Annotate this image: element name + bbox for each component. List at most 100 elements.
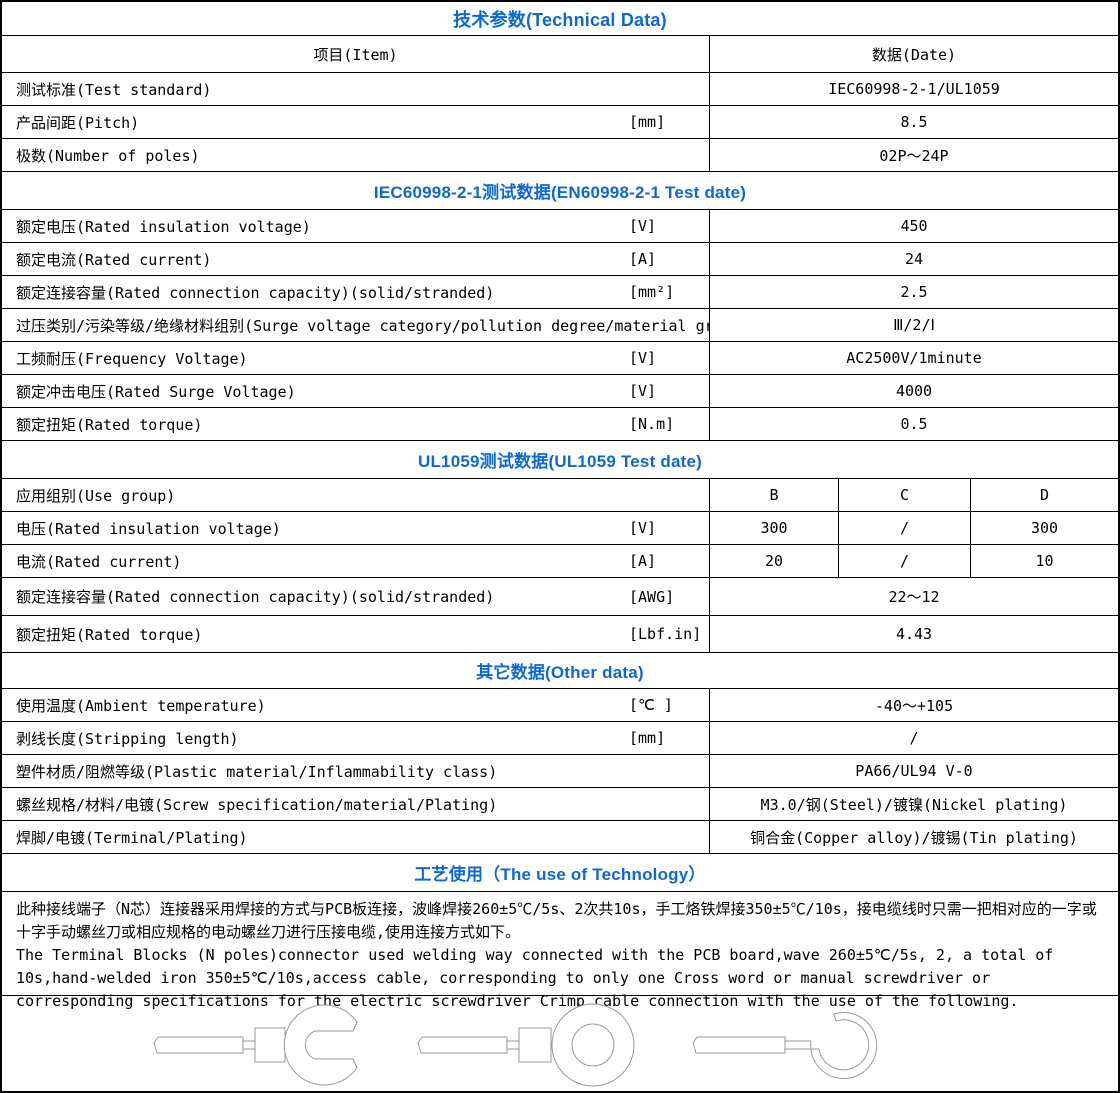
section-header-ul1059: UL1059测试数据(UL1059 Test date) bbox=[2, 440, 1118, 478]
row-label: 焊脚/电镀(Terminal/Plating) bbox=[16, 828, 248, 847]
table-row: 螺丝规格/材料/电镀(Screw specification/material/… bbox=[2, 787, 1118, 820]
row-label: 剥线长度(Stripping length) bbox=[16, 729, 239, 748]
unit-label: [A] bbox=[629, 552, 657, 570]
row-label: 额定冲击电压(Rated Surge Voltage) bbox=[16, 382, 296, 401]
row-label: 极数(Number of poles) bbox=[16, 146, 200, 165]
value-cell: 450 bbox=[709, 210, 1118, 242]
section-header-technology: 工艺使用（The use of Technology） bbox=[2, 853, 1118, 891]
group-c-cell: C bbox=[838, 479, 970, 511]
row-label: 额定连接容量(Rated connection capacity)(solid/… bbox=[16, 283, 495, 302]
value-cell: AC2500V/1minute bbox=[709, 342, 1118, 374]
section-header-iec: IEC60998-2-1测试数据(EN60998-2-1 Test date) bbox=[2, 171, 1118, 209]
table-row: 额定扭矩(Rated torque) [N.m] 0.5 bbox=[2, 407, 1118, 440]
row-label: 额定连接容量(Rated connection capacity)(solid/… bbox=[16, 588, 495, 606]
paragraph-en: The Terminal Blocks (N poles)connector u… bbox=[16, 946, 1054, 1010]
item-column-header: 项目(Item) bbox=[313, 45, 398, 64]
unit-label: [mm] bbox=[629, 113, 666, 131]
value-cell: M3.0/钢(Steel)/镀镍(Nickel plating) bbox=[709, 788, 1118, 820]
group-b-cell: 20 bbox=[709, 545, 838, 577]
page-title: 技术参数(Technical Data) bbox=[453, 9, 667, 30]
table-row: 测试标准(Test standard) IEC60998-2-1/UL1059 bbox=[2, 72, 1118, 105]
table-row: 额定扭矩(Rated torque) [Lbf.in] 4.43 bbox=[2, 615, 1118, 652]
terminal-drawings bbox=[2, 995, 1118, 1091]
value-cell: PA66/UL94 V-0 bbox=[709, 755, 1118, 787]
unit-label: [V] bbox=[629, 349, 657, 367]
table-row: 塑件材质/阻燃等级(Plastic material/Inflammabilit… bbox=[2, 754, 1118, 787]
unit-label: [AWG] bbox=[629, 587, 675, 606]
row-label: 塑件材质/阻燃等级(Plastic material/Inflammabilit… bbox=[16, 762, 498, 781]
value-cell: 24 bbox=[709, 243, 1118, 275]
section-title: UL1059测试数据(UL1059 Test date) bbox=[418, 452, 702, 471]
hook-terminal-drawing bbox=[692, 1012, 878, 1080]
section-header-other: 其它数据(Other data) bbox=[2, 652, 1118, 688]
paragraph-cn: 此种接线端子（N芯）连接器采用焊接的方式与PCB板连接，波峰焊接260±5℃/5… bbox=[16, 900, 1097, 941]
unit-label: [V] bbox=[629, 519, 657, 537]
value-cell: 8.5 bbox=[709, 106, 1118, 138]
value-cell: 铜合金(Copper alloy)/镀锡(Tin plating) bbox=[709, 821, 1118, 853]
column-header-row: 项目(Item) 数据(Date) bbox=[2, 35, 1118, 72]
fork-terminal-drawing bbox=[153, 1004, 358, 1086]
group-d-cell: 300 bbox=[970, 512, 1118, 544]
section-title: 其它数据(Other data) bbox=[476, 663, 644, 682]
unit-label: [mm²] bbox=[629, 283, 675, 301]
table-row: 产品间距(Pitch) [mm] 8.5 bbox=[2, 105, 1118, 138]
table-row: 额定冲击电压(Rated Surge Voltage) [V] 4000 bbox=[2, 374, 1118, 407]
table-row: 额定电流(Rated current) [A] 24 bbox=[2, 242, 1118, 275]
terminal-drawings-canvas bbox=[153, 1003, 878, 1087]
value-cell: 02P～24P bbox=[709, 139, 1118, 171]
ring-terminal-drawing bbox=[417, 1003, 635, 1087]
table-row: 使用温度(Ambient temperature) [℃ ] -40～+105 bbox=[2, 688, 1118, 721]
table-row: 电压(Rated insulation voltage) [V] 300 / 30… bbox=[2, 511, 1118, 544]
group-b-cell: 300 bbox=[709, 512, 838, 544]
row-label: 工频耐压(Frequency Voltage) bbox=[16, 349, 248, 368]
group-c-cell: / bbox=[838, 545, 970, 577]
group-c-cell: / bbox=[838, 512, 970, 544]
section-title: IEC60998-2-1测试数据(EN60998-2-1 Test date) bbox=[373, 183, 747, 202]
table-row: 电流(Rated current) [A] 20 / 10 bbox=[2, 544, 1118, 577]
unit-label: [V] bbox=[629, 382, 657, 400]
value-cell: -40～+105 bbox=[709, 689, 1118, 721]
unit-label: [mm] bbox=[629, 729, 666, 747]
unit-label: [V] bbox=[629, 217, 657, 235]
table-row: 额定连接容量(Rated connection capacity)(solid/… bbox=[2, 577, 1118, 615]
row-label: 电压(Rated insulation voltage) bbox=[16, 519, 281, 538]
table-row: 焊脚/电镀(Terminal/Plating) 铜合金(Copper alloy… bbox=[2, 820, 1118, 853]
value-cell: IEC60998-2-1/UL1059 bbox=[709, 73, 1118, 105]
group-d-cell: D bbox=[970, 479, 1118, 511]
table-row: 额定连接容量(Rated connection capacity)(solid/… bbox=[2, 275, 1118, 308]
row-label: 额定电压(Rated insulation voltage) bbox=[16, 217, 311, 236]
unit-label: [A] bbox=[629, 250, 657, 268]
value-cell: 4.43 bbox=[709, 616, 1118, 652]
unit-label: [℃ ] bbox=[629, 696, 673, 714]
row-label: 螺丝规格/材料/电镀(Screw specification/material/… bbox=[16, 795, 498, 814]
value-cell: 0.5 bbox=[709, 408, 1118, 440]
table-row: 极数(Number of poles) 02P～24P bbox=[2, 138, 1118, 171]
row-label: 额定电流(Rated current) bbox=[16, 250, 212, 269]
row-label: 过压类别/污染等级/绝缘材料组别(Surge voltage category/… bbox=[16, 316, 709, 335]
table-row: 工频耐压(Frequency Voltage) [V] AC2500V/1minu… bbox=[2, 341, 1118, 374]
section-title: 工艺使用（The use of Technology） bbox=[414, 865, 706, 884]
group-b-cell: B bbox=[709, 479, 838, 511]
row-label: 电流(Rated current) bbox=[16, 552, 182, 571]
value-cell: 2.5 bbox=[709, 276, 1118, 308]
value-cell: 4000 bbox=[709, 375, 1118, 407]
table-row: 过压类别/污染等级/绝缘材料组别(Surge voltage category/… bbox=[2, 308, 1118, 341]
row-label: 额定扭矩(Rated torque) bbox=[16, 415, 203, 434]
table-row: 额定电压(Rated insulation voltage) [V] 450 bbox=[2, 209, 1118, 242]
value-cell: Ⅲ/2/Ⅰ bbox=[709, 309, 1118, 341]
table-row: 剥线长度(Stripping length) [mm] / bbox=[2, 721, 1118, 754]
table-title-row: 技术参数(Technical Data) bbox=[2, 2, 1118, 35]
row-label: 使用温度(Ambient temperature) bbox=[16, 696, 266, 715]
group-d-cell: 10 bbox=[970, 545, 1118, 577]
row-label: 产品间距(Pitch) bbox=[16, 113, 140, 132]
table-row: 应用组别(Use group) B C D bbox=[2, 478, 1118, 511]
technology-paragraph: 此种接线端子（N芯）连接器采用焊接的方式与PCB板连接，波峰焊接260±5℃/5… bbox=[2, 891, 1118, 1010]
row-label: 额定扭矩(Rated torque) bbox=[16, 625, 203, 644]
unit-label: [N.m] bbox=[629, 415, 675, 433]
row-label: 测试标准(Test standard) bbox=[16, 80, 212, 99]
value-cell: / bbox=[709, 722, 1118, 754]
unit-label: [Lbf.in] bbox=[629, 625, 702, 643]
data-column-header: 数据(Date) bbox=[709, 36, 1118, 72]
